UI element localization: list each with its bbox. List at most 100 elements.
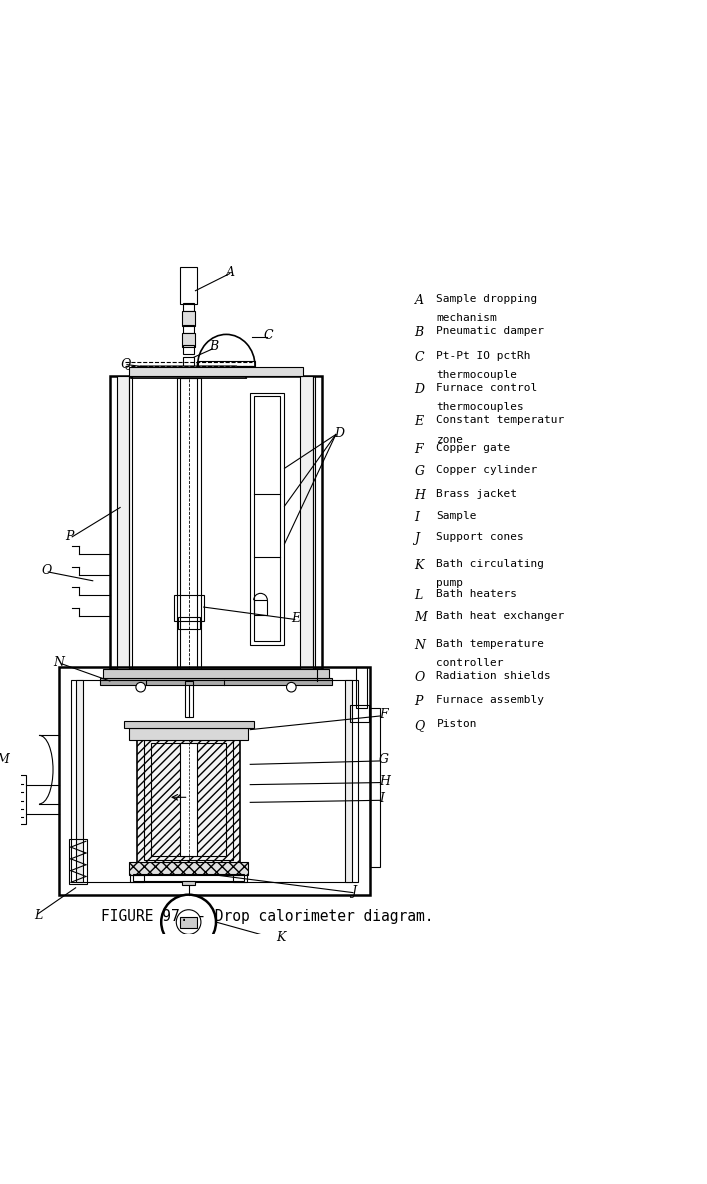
Text: I: I bbox=[379, 792, 384, 805]
Text: thermocouples: thermocouples bbox=[436, 403, 525, 412]
Bar bbox=[185, 681, 193, 718]
Bar bbox=[254, 600, 267, 616]
Text: C: C bbox=[414, 350, 424, 363]
Bar bbox=[182, 881, 195, 886]
Text: M: M bbox=[0, 753, 9, 766]
Bar bbox=[151, 744, 226, 856]
Text: A: A bbox=[226, 265, 235, 278]
Text: A: A bbox=[414, 294, 423, 307]
Circle shape bbox=[286, 682, 296, 691]
Bar bbox=[133, 874, 244, 881]
Text: Bath heaters: Bath heaters bbox=[436, 588, 518, 599]
Bar bbox=[69, 839, 87, 884]
Text: H: H bbox=[379, 774, 390, 787]
Text: zone: zone bbox=[436, 435, 464, 444]
Bar bbox=[129, 367, 303, 375]
Text: K: K bbox=[276, 932, 286, 945]
Bar bbox=[124, 721, 254, 728]
Bar bbox=[180, 379, 197, 669]
Text: Piston: Piston bbox=[436, 719, 477, 728]
Text: O: O bbox=[42, 564, 52, 577]
Bar bbox=[197, 366, 255, 373]
Bar bbox=[183, 358, 194, 373]
Bar bbox=[183, 324, 194, 333]
Bar bbox=[177, 617, 199, 629]
Text: Furnace assembly: Furnace assembly bbox=[436, 695, 544, 704]
Bar bbox=[300, 375, 312, 669]
Text: F: F bbox=[379, 708, 387, 721]
Bar bbox=[1, 774, 25, 824]
Bar bbox=[182, 333, 195, 347]
Bar bbox=[130, 875, 144, 882]
Bar bbox=[129, 375, 132, 669]
Text: L: L bbox=[35, 908, 43, 921]
Polygon shape bbox=[130, 366, 247, 379]
Circle shape bbox=[161, 895, 216, 950]
Bar bbox=[183, 346, 194, 354]
Bar bbox=[182, 311, 195, 327]
Bar bbox=[129, 728, 248, 740]
Text: E: E bbox=[291, 611, 300, 624]
Text: Support cones: Support cones bbox=[436, 533, 525, 542]
Bar bbox=[103, 669, 329, 681]
Text: Pneumatic damper: Pneumatic damper bbox=[436, 327, 544, 336]
Text: P: P bbox=[414, 695, 423, 708]
Text: G: G bbox=[379, 753, 389, 766]
Text: Constant temperatur: Constant temperatur bbox=[436, 416, 565, 425]
Text: Sample: Sample bbox=[436, 511, 477, 521]
Bar bbox=[59, 668, 370, 895]
Bar bbox=[197, 361, 255, 366]
Bar bbox=[173, 594, 204, 620]
Text: Bath circulating: Bath circulating bbox=[436, 559, 544, 570]
Text: Copper gate: Copper gate bbox=[436, 443, 510, 452]
Text: Sample dropping: Sample dropping bbox=[436, 294, 538, 304]
Text: B: B bbox=[209, 340, 218, 353]
Text: I: I bbox=[414, 511, 419, 525]
Text: L: L bbox=[414, 588, 423, 601]
Bar bbox=[177, 379, 201, 669]
Text: mechanism: mechanism bbox=[436, 314, 497, 323]
Bar bbox=[129, 862, 248, 875]
Bar bbox=[137, 736, 240, 863]
Bar bbox=[100, 678, 332, 686]
Circle shape bbox=[176, 909, 201, 934]
Text: O: O bbox=[414, 671, 425, 683]
Bar bbox=[71, 680, 358, 882]
Text: Q: Q bbox=[414, 719, 425, 732]
Text: J: J bbox=[351, 884, 356, 897]
Bar bbox=[356, 668, 368, 708]
Text: H: H bbox=[414, 489, 426, 502]
Text: Bath temperature: Bath temperature bbox=[436, 638, 544, 649]
Text: thermocouple: thermocouple bbox=[436, 371, 518, 380]
Bar bbox=[110, 375, 322, 669]
Text: F: F bbox=[414, 443, 423, 456]
Text: FIGURE 97. - Drop calorimeter diagram.: FIGURE 97. - Drop calorimeter diagram. bbox=[101, 909, 433, 924]
Bar bbox=[349, 704, 369, 722]
Text: pump: pump bbox=[436, 578, 464, 588]
Bar bbox=[117, 375, 129, 669]
Text: E: E bbox=[414, 416, 423, 429]
Bar bbox=[76, 680, 83, 882]
Text: Bath heat exchanger: Bath heat exchanger bbox=[436, 611, 565, 622]
Text: M: M bbox=[414, 611, 427, 624]
Text: B: B bbox=[414, 327, 423, 340]
Bar bbox=[250, 393, 284, 645]
Text: K: K bbox=[414, 559, 424, 572]
Text: D: D bbox=[414, 384, 425, 397]
Text: Brass jacket: Brass jacket bbox=[436, 489, 518, 500]
Text: J: J bbox=[414, 533, 419, 546]
Bar bbox=[144, 740, 233, 860]
Text: Copper cylinder: Copper cylinder bbox=[436, 465, 538, 475]
Text: C: C bbox=[264, 329, 274, 342]
Text: N: N bbox=[414, 638, 426, 651]
Bar bbox=[312, 375, 315, 669]
Circle shape bbox=[136, 682, 146, 691]
Bar bbox=[346, 680, 352, 882]
Text: Radiation shields: Radiation shields bbox=[436, 671, 551, 681]
Bar bbox=[180, 744, 197, 856]
Bar bbox=[370, 708, 380, 867]
Bar bbox=[233, 875, 247, 882]
Text: Q: Q bbox=[120, 358, 130, 371]
Bar bbox=[183, 303, 194, 311]
Text: D: D bbox=[334, 426, 344, 439]
